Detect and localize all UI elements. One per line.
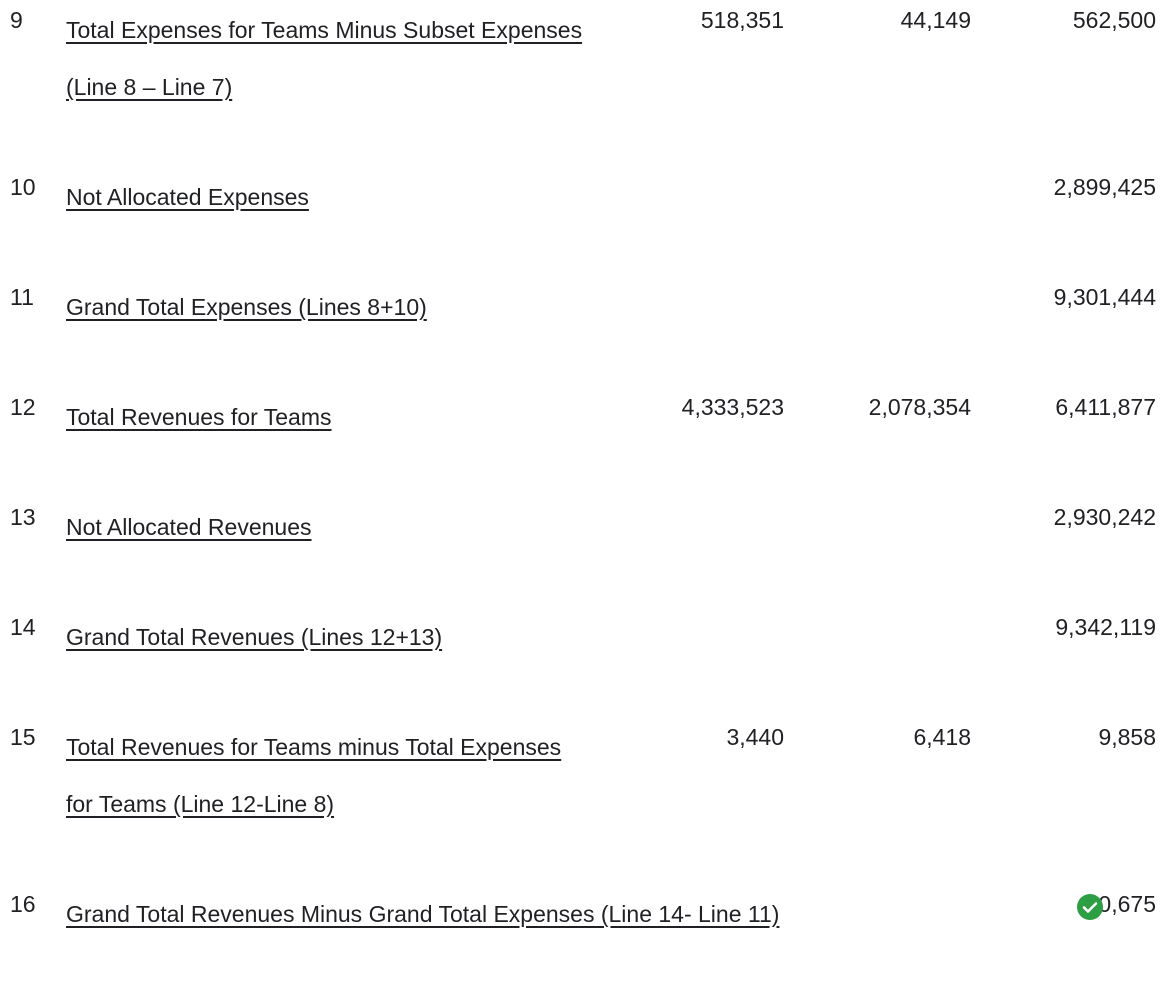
table-row: 9 Total Expenses for Teams Minus Subset E… <box>0 2 1160 116</box>
value-cell: 6,418 <box>913 724 971 750</box>
table-row: 12 Total Revenues for Teams 4,333,523 2,078… <box>0 389 1160 446</box>
value-cell: 2,899,425 <box>1053 174 1156 200</box>
row-link[interactable]: Grand Total Revenues Minus Grand Total E… <box>66 901 780 927</box>
table-row: 13 Not Allocated Revenues 2,930,242 <box>0 499 1160 556</box>
value-cell: 9,858 <box>1098 724 1156 750</box>
line-number: 16 <box>10 891 36 917</box>
value-cell: 6,411,877 <box>1055 394 1156 420</box>
row-link[interactable]: Not Allocated Revenues <box>66 514 312 540</box>
line-number: 10 <box>10 174 36 200</box>
value-cell: 9,301,444 <box>1053 284 1156 310</box>
row-link[interactable]: Not Allocated Expenses <box>66 184 309 210</box>
table-row: 15 Total Revenues for Teams minus Total E… <box>0 719 1160 833</box>
value-cell: 562,500 <box>1072 7 1156 33</box>
value-cell: 40,675 <box>1085 891 1156 917</box>
line-number: 11 <box>10 284 34 310</box>
line-number: 9 <box>10 7 23 33</box>
row-link[interactable]: Total Revenues for Teams minus Total Exp… <box>66 734 562 817</box>
row-link[interactable]: Grand Total Expenses (Lines 8+10) <box>66 294 427 320</box>
value-cell: 3,440 <box>726 724 784 750</box>
value-cell: 2,078,354 <box>868 394 971 420</box>
table-row: 11 Grand Total Expenses (Lines 8+10) 9,301… <box>0 279 1160 336</box>
row-link[interactable]: Total Revenues for Teams <box>66 404 332 430</box>
line-number: 15 <box>10 724 36 750</box>
line-number: 13 <box>10 504 36 530</box>
row-link[interactable]: Grand Total Revenues (Lines 12+13) <box>66 624 443 650</box>
check-icon <box>1077 893 1103 920</box>
value-cell: 2,930,242 <box>1053 504 1156 530</box>
value-cell: 9,342,119 <box>1055 614 1156 640</box>
row-link[interactable]: Total Expenses for Teams Minus Subset Ex… <box>66 17 583 100</box>
value-cell: 44,149 <box>900 7 971 33</box>
table-row: 16 Grand Total Revenues Minus Grand Total… <box>0 886 1160 943</box>
table-row: 10 Not Allocated Expenses 2,899,425 <box>0 169 1160 226</box>
table-row: 14 Grand Total Revenues (Lines 12+13) 9,34… <box>0 609 1160 666</box>
line-number: 14 <box>10 614 36 640</box>
value-cell: 4,333,523 <box>681 394 784 420</box>
line-number: 12 <box>10 394 36 420</box>
value-cell: 518,351 <box>700 7 784 33</box>
